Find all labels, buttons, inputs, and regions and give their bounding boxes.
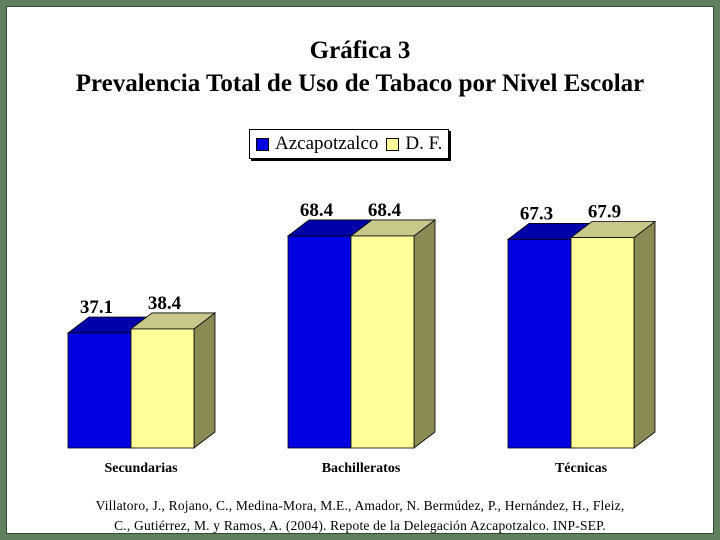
source-line-2: C., Gutiérrez, M. y Ramos, A. (2004). Re… (114, 518, 606, 533)
category-label-secundarias: Secundarias (104, 461, 178, 476)
legend-label-df: D. F. (405, 133, 443, 154)
bar-tecnicas-azcapotzalco (507, 238, 572, 449)
category-label-bachilleratos: Bachilleratos (322, 461, 401, 476)
category-label-tecnicas: Técnicas (555, 461, 608, 476)
legend-swatch-df (386, 137, 400, 151)
bar-secundarias-d-f (130, 328, 195, 449)
source-line-1: Villatoro, J., Rojano, C., Medina-Mora, … (95, 498, 625, 513)
bar-secundarias-azcapotzalco (67, 332, 132, 449)
data-label-bachilleratos-d-f: 68.4 (368, 200, 402, 221)
source-citation: Villatoro, J., Rojano, C., Medina-Mora, … (0, 496, 720, 536)
data-label-secundarias-d-f: 38.4 (148, 293, 182, 314)
title-line-1: Gráfica 3 (309, 37, 411, 64)
bar-tecnicas-d-f-side (633, 220, 656, 449)
data-label-bachilleratos-azcapotzalco: 68.4 (300, 200, 334, 221)
bar-bachilleratos-azcapotzalco (287, 235, 352, 449)
bar-bachilleratos-d-f (350, 235, 415, 449)
bar-bachilleratos-d-f-side (413, 219, 436, 449)
legend: Azcapotzalco D. F. (249, 129, 450, 159)
legend-item-df: D. F. (386, 133, 442, 155)
data-label-tecnicas-azcapotzalco: 67.3 (520, 203, 553, 224)
legend-swatch-azcapotzalco (256, 137, 269, 151)
chart-title: Gráfica 3 Prevalencia Total de Uso de Ta… (0, 34, 720, 100)
data-label-tecnicas-d-f: 67.9 (588, 202, 621, 223)
legend-label-azcapotzalco: Azcapotzalco (275, 133, 379, 154)
title-line-2: Prevalencia Total de Uso de Tabaco por N… (75, 70, 645, 97)
bar-tecnicas-d-f (570, 237, 635, 449)
legend-item-azcapotzalco: Azcapotzalco (256, 133, 378, 155)
data-label-secundarias-azcapotzalco: 37.1 (80, 297, 113, 318)
bar-secundarias-d-f-side (193, 312, 216, 449)
